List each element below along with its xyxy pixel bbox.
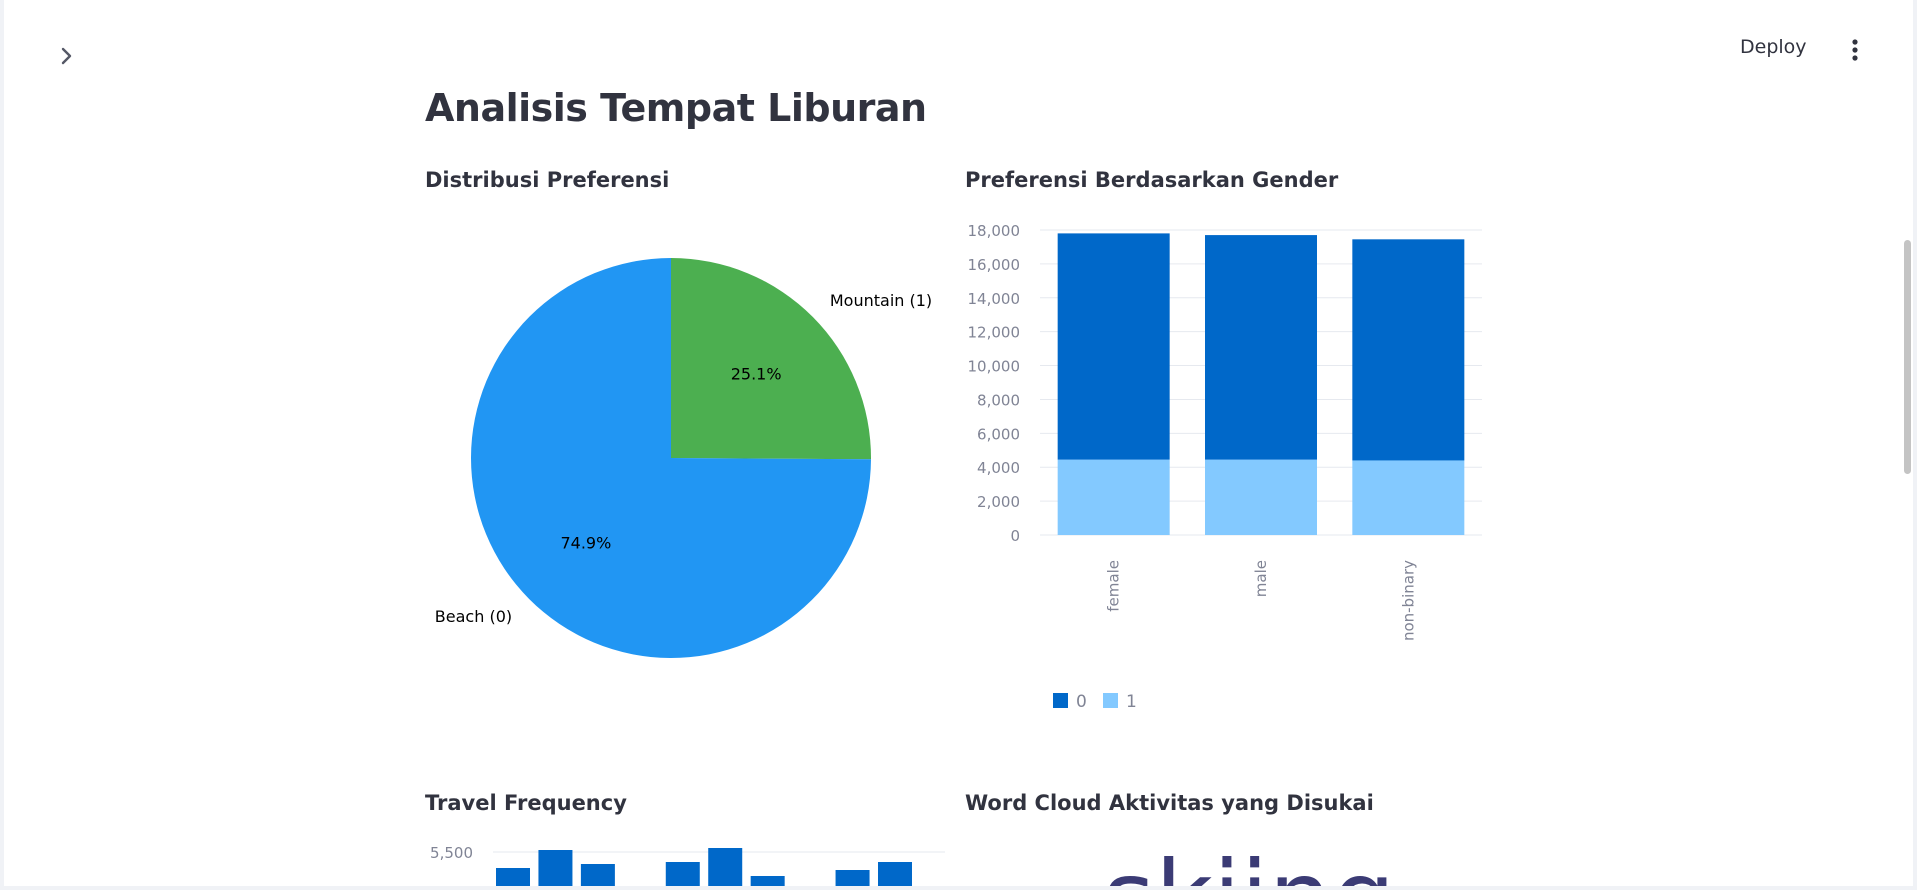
travel-bar: [496, 868, 530, 886]
bar-non-binary-series-0: [1352, 239, 1465, 461]
x-tick-label: non-binary: [1399, 560, 1417, 641]
pie-slice-label: Mountain (1): [830, 291, 932, 310]
y-tick-label: 16,000: [968, 256, 1021, 274]
travel-bar: [835, 870, 870, 886]
pie-slice-beach: [471, 258, 871, 658]
bar-non-binary-series-1: [1352, 460, 1465, 535]
pie-pct-label: 25.1%: [731, 364, 782, 383]
y-tick-label: 0: [1010, 527, 1020, 545]
travel-frequency-title: Travel Frequency: [425, 791, 627, 815]
bar-male-series-1: [1205, 459, 1317, 535]
x-tick-label: female: [1105, 560, 1123, 612]
pie-slice-label: Beach (0): [435, 607, 512, 626]
legend-swatch: [1053, 693, 1068, 708]
travel-bar: [538, 850, 573, 886]
travel-bar: [750, 876, 785, 886]
bar-chart-title: Preferensi Berdasarkan Gender: [965, 168, 1339, 192]
travel-bar: [708, 848, 743, 886]
deploy-button[interactable]: Deploy: [1740, 36, 1807, 58]
bar-female-series-1: [1057, 459, 1170, 535]
y-tick-label: 6,000: [977, 425, 1020, 443]
bar-male-series-0: [1205, 235, 1317, 460]
pie-pct-label: 74.9%: [560, 534, 611, 553]
y-tick-label: 12,000: [968, 324, 1021, 342]
legend-label: 1: [1126, 692, 1137, 712]
y-tick-label: 5,500: [430, 844, 473, 862]
bar-female-series-0: [1057, 233, 1170, 460]
travel-bar: [878, 862, 912, 886]
chevron-right-icon[interactable]: [55, 44, 79, 68]
y-tick-label: 14,000: [968, 290, 1021, 308]
y-tick-label: 4,000: [977, 459, 1020, 477]
wordcloud-word: skiing: [1103, 840, 1395, 886]
y-tick-label: 2,000: [977, 493, 1020, 511]
page-scrollbar[interactable]: [1904, 240, 1911, 474]
gender-bar-chart: 0 2,000 4,000 6,000 8,000 10,000 12,000 14,000 1…: [968, 222, 1482, 712]
travel-bar: [665, 862, 700, 886]
x-tick-label: male: [1252, 560, 1270, 597]
wordcloud-title: Word Cloud Aktivitas yang Disukai: [965, 791, 1374, 815]
preference-pie-chart: 25.1% Mountain (1) 74.9% Beach (0): [435, 258, 932, 658]
y-tick-label: 10,000: [968, 358, 1021, 376]
y-tick-label: 18,000: [968, 222, 1021, 240]
legend-swatch: [1103, 693, 1118, 708]
page-title: Analisis Tempat Liburan: [425, 86, 927, 130]
pie-slice-mountain: [671, 258, 871, 460]
wordcloud-image: skiing: [1103, 840, 1395, 886]
travel-bar: [580, 864, 615, 886]
more-vertical-icon[interactable]: [1846, 38, 1864, 62]
pie-chart-title: Distribusi Preferensi: [425, 168, 670, 192]
legend-label: 0: [1076, 692, 1087, 712]
travel-frequency-chart: 5,500: [430, 844, 945, 886]
y-tick-label: 8,000: [977, 391, 1020, 409]
